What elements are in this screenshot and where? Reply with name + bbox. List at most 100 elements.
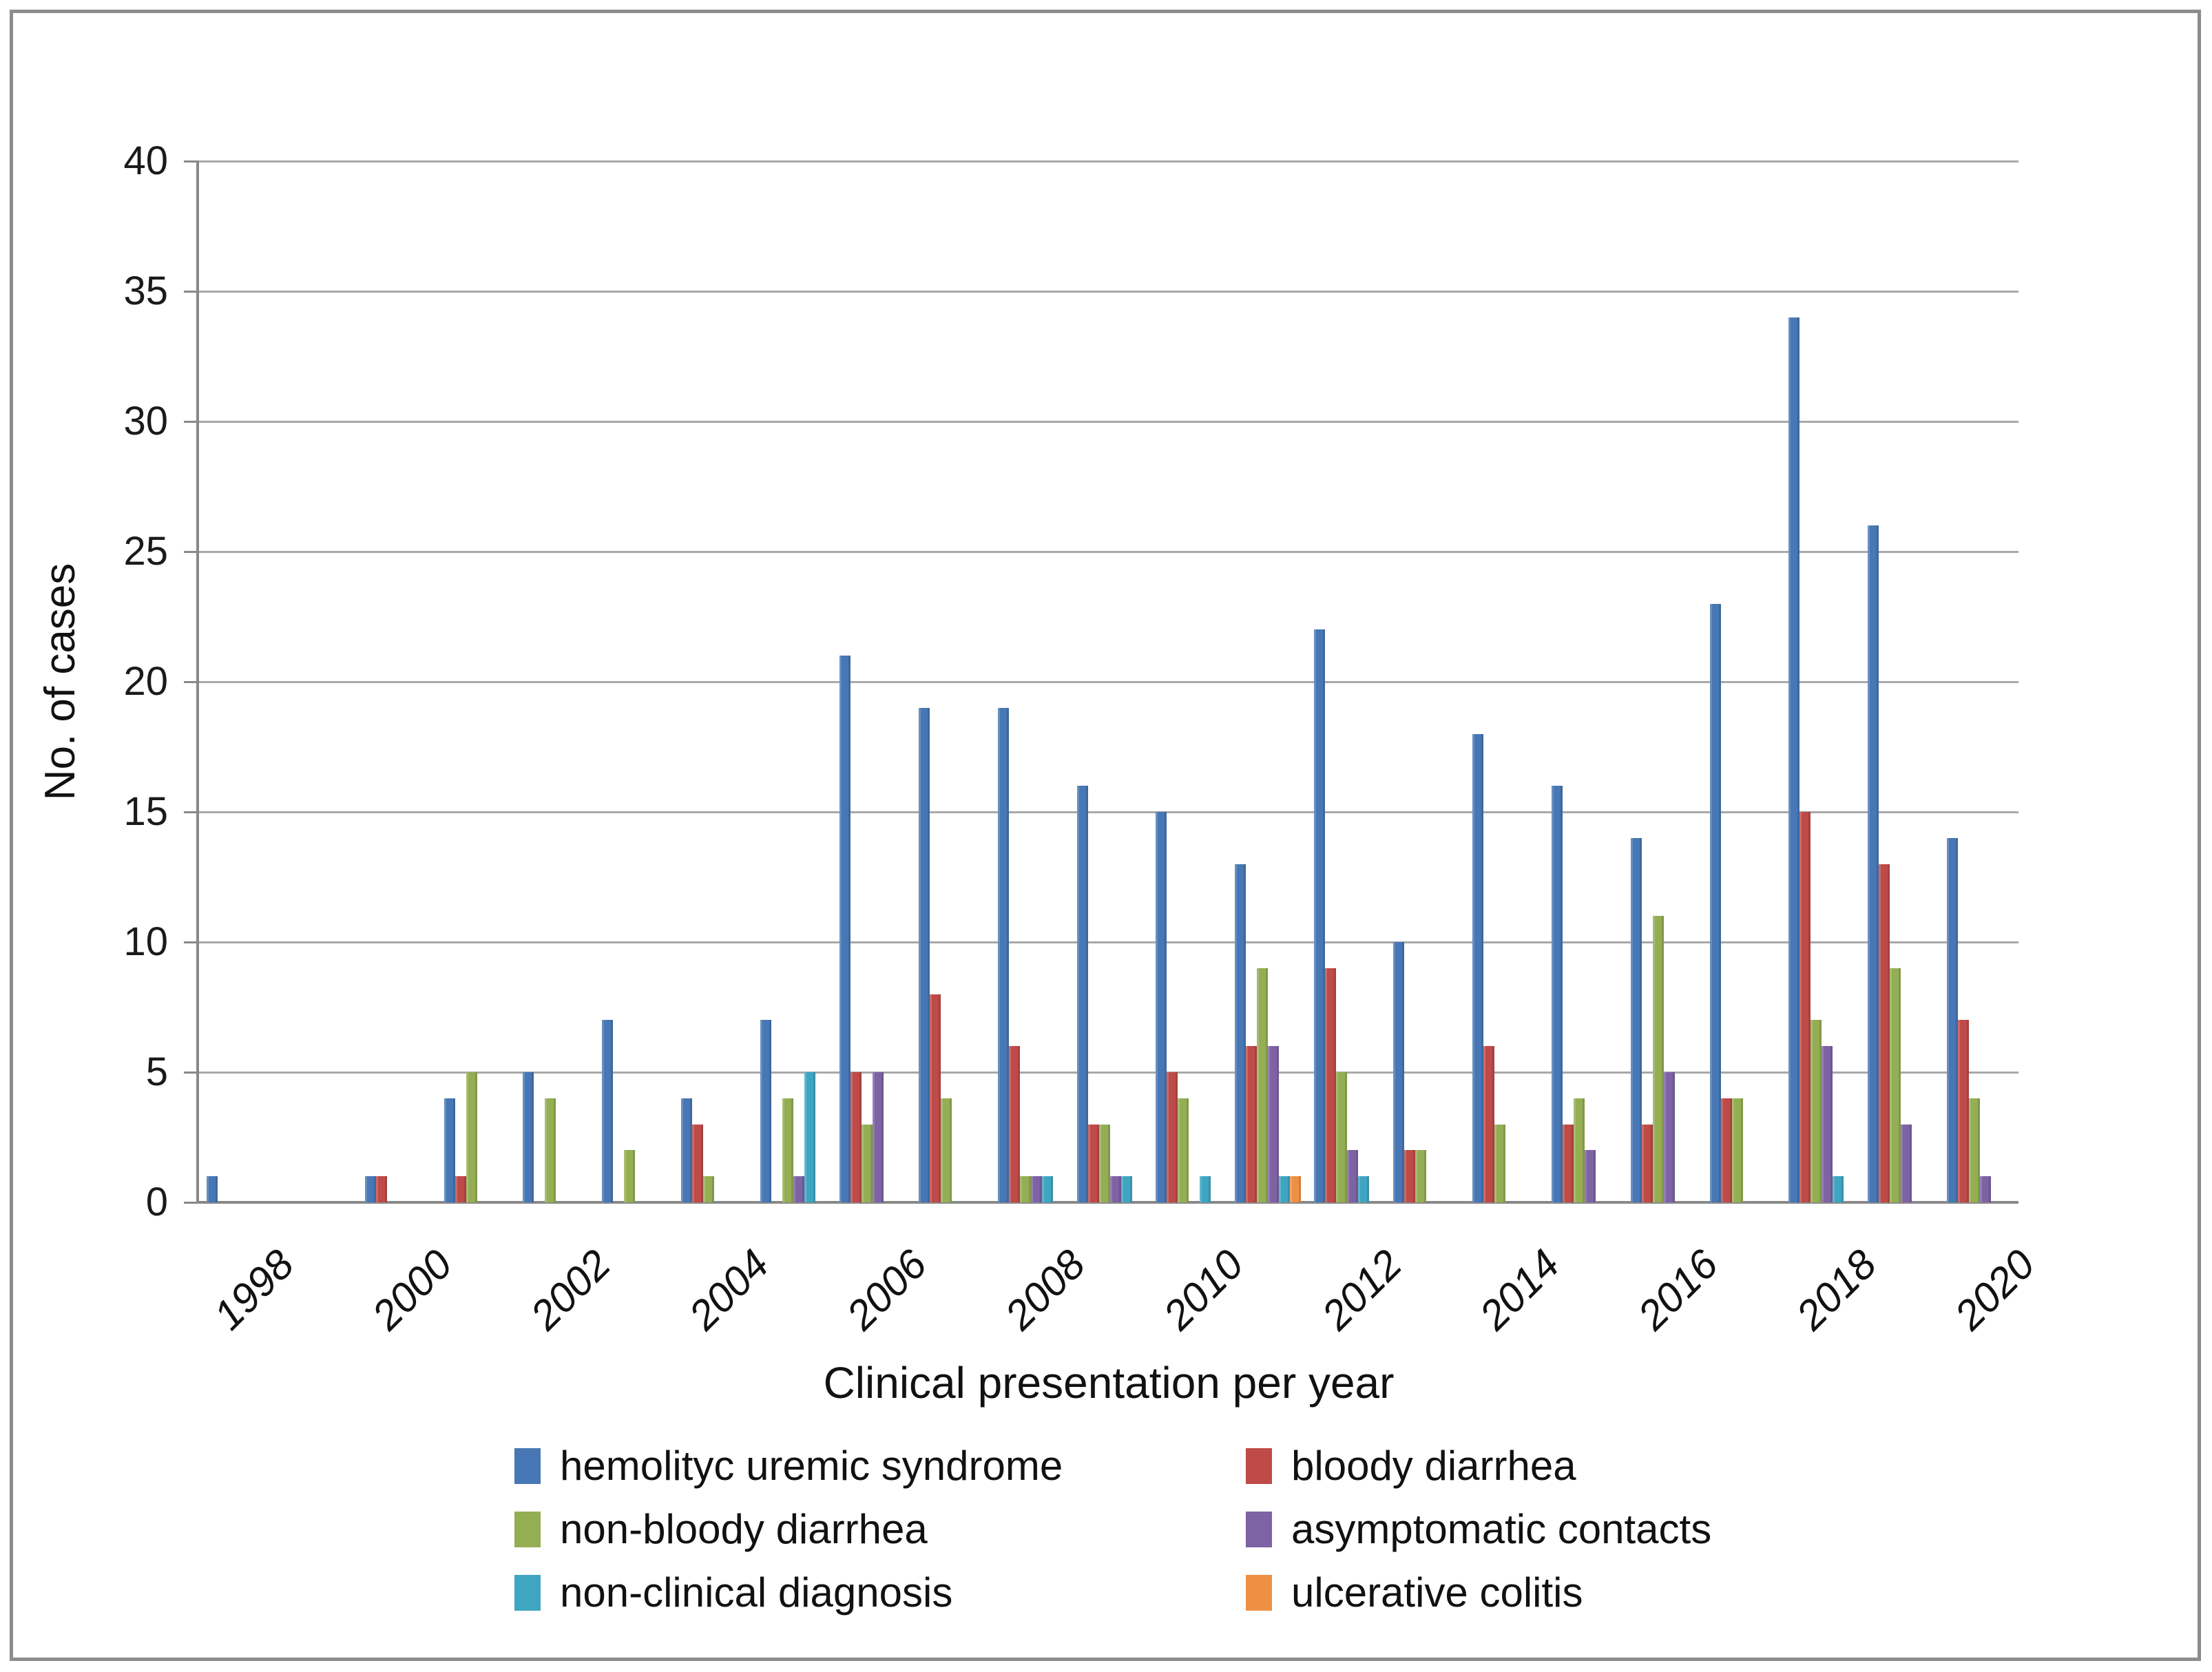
bar-2008-asymptomatic-contacts bbox=[1030, 1176, 1042, 1202]
legend-item-non-bloody-diarrhea: non-bloody diarrhea bbox=[514, 1507, 1246, 1551]
y-tick-20 bbox=[184, 680, 199, 683]
gridline-5 bbox=[199, 1071, 2018, 1074]
bar-2015-bloody-diarrhea bbox=[1562, 1124, 1574, 1202]
y-tick-label-25: 25 bbox=[123, 529, 168, 574]
bar-2009-asymptomatic-contacts bbox=[1109, 1176, 1121, 1202]
bar-2012-non-clinical-diagnosis bbox=[1358, 1176, 1370, 1202]
legend-swatch-icon bbox=[1246, 1512, 1272, 1547]
bar-2005-asymptomatic-contacts bbox=[793, 1176, 805, 1202]
x-tick-label-2016: 2016 bbox=[1629, 1240, 1727, 1339]
y-tick-label-15: 15 bbox=[123, 789, 168, 834]
bar-2017-non-bloody-diarrhea bbox=[1731, 1098, 1743, 1202]
bar-2020-non-bloody-diarrhea bbox=[1969, 1098, 1981, 1202]
y-axis-title: No. of cases bbox=[36, 563, 84, 801]
bar-2004-non-bloody-diarrhea bbox=[703, 1176, 715, 1202]
bar-2015-hemolityc-uremic-syndrome bbox=[1551, 786, 1563, 1202]
legend: hemolityc uremic syndrome bloody diarrhea… bbox=[514, 1444, 1823, 1615]
bar-2003-non-bloody-diarrhea bbox=[624, 1150, 636, 1202]
bar-2018-hemolityc-uremic-syndrome bbox=[1788, 317, 1800, 1202]
bar-2012-hemolityc-uremic-syndrome bbox=[1314, 629, 1326, 1202]
gridline-25 bbox=[199, 550, 2018, 553]
bar-2010-non-bloody-diarrhea bbox=[1178, 1098, 1189, 1202]
legend-swatch-icon bbox=[1246, 1448, 1272, 1484]
legend-item-ulcerative-colitis: ulcerative colitis bbox=[1246, 1571, 1797, 1615]
bar-2019-non-bloody-diarrhea bbox=[1890, 968, 1901, 1202]
legend-swatch-icon bbox=[514, 1575, 541, 1611]
bar-2009-non-bloody-diarrhea bbox=[1098, 1124, 1110, 1202]
bar-2011-hemolityc-uremic-syndrome bbox=[1235, 864, 1246, 1202]
x-tick-label-2000: 2000 bbox=[363, 1240, 461, 1339]
legend-item-non-clinical-diagnosis: non-clinical diagnosis bbox=[514, 1571, 1246, 1615]
legend-label: non-clinical diagnosis bbox=[560, 1569, 953, 1616]
legend-label: ulcerative colitis bbox=[1291, 1569, 1583, 1616]
bar-2013-non-bloody-diarrhea bbox=[1415, 1150, 1427, 1202]
gridline-30 bbox=[199, 420, 2018, 423]
legend-label: non-bloody diarrhea bbox=[560, 1506, 928, 1552]
bar-2011-ulcerative-colitis bbox=[1290, 1176, 1302, 1202]
y-tick-5 bbox=[184, 1071, 199, 1074]
bar-2004-hemolityc-uremic-syndrome bbox=[681, 1098, 693, 1202]
y-tick-25 bbox=[184, 550, 199, 553]
bar-2005-hemolityc-uremic-syndrome bbox=[760, 1020, 772, 1202]
bar-2020-bloody-diarrhea bbox=[1958, 1020, 1970, 1202]
gridline-10 bbox=[199, 941, 2018, 943]
bar-2011-asymptomatic-contacts bbox=[1268, 1046, 1280, 1202]
bar-2009-bloody-diarrhea bbox=[1087, 1124, 1099, 1202]
x-axis-line bbox=[199, 1201, 2018, 1204]
y-tick-label-40: 40 bbox=[123, 138, 168, 183]
bar-2001-bloody-diarrhea bbox=[455, 1176, 466, 1202]
gridline-35 bbox=[199, 290, 2018, 293]
bar-2002-hemolityc-uremic-syndrome bbox=[523, 1072, 534, 1202]
bar-2006-hemolityc-uremic-syndrome bbox=[839, 656, 851, 1202]
bar-2007-non-bloody-diarrhea bbox=[940, 1098, 952, 1202]
x-tick-label-2018: 2018 bbox=[1787, 1240, 1886, 1339]
bar-2008-bloody-diarrhea bbox=[1008, 1046, 1020, 1202]
bar-2011-non-clinical-diagnosis bbox=[1279, 1176, 1291, 1202]
legend-label: bloody diarrhea bbox=[1291, 1443, 1576, 1489]
gridline-20 bbox=[199, 680, 2018, 683]
legend-item-bloody-diarrhea: bloody diarrhea bbox=[1246, 1444, 1797, 1488]
gridline-40 bbox=[199, 160, 2018, 163]
bar-2008-hemolityc-uremic-syndrome bbox=[997, 707, 1009, 1202]
bar-2014-bloody-diarrhea bbox=[1483, 1046, 1494, 1202]
bar-2008-non-clinical-diagnosis bbox=[1041, 1176, 1053, 1202]
bar-2010-hemolityc-uremic-syndrome bbox=[1156, 812, 1167, 1202]
bar-2016-bloody-diarrhea bbox=[1641, 1124, 1653, 1202]
y-tick-10 bbox=[184, 941, 199, 943]
legend-item-hemolityc-uremic-syndrome: hemolityc uremic syndrome bbox=[514, 1444, 1246, 1488]
bar-2006-bloody-diarrhea bbox=[850, 1072, 862, 1202]
bar-2017-bloody-diarrhea bbox=[1720, 1098, 1732, 1202]
legend-swatch-icon bbox=[514, 1512, 541, 1547]
legend-swatch-icon bbox=[514, 1448, 541, 1484]
bar-2015-asymptomatic-contacts bbox=[1584, 1150, 1596, 1202]
bar-2000-hemolityc-uremic-syndrome bbox=[364, 1176, 376, 1202]
chart-outer-border: 0 5 10 15 20 25 30 35 40 1998 2000 2002 2004 2006 2008… bbox=[10, 10, 2201, 1661]
bar-2011-non-bloody-diarrhea bbox=[1257, 968, 1269, 1202]
bar-2014-non-bloody-diarrhea bbox=[1494, 1124, 1505, 1202]
bar-2013-bloody-diarrhea bbox=[1404, 1150, 1416, 1202]
y-tick-35 bbox=[184, 290, 199, 293]
bar-2020-hemolityc-uremic-syndrome bbox=[1947, 837, 1959, 1202]
y-tick-label-35: 35 bbox=[123, 269, 168, 313]
y-tick-0 bbox=[184, 1201, 199, 1204]
bar-2016-non-bloody-diarrhea bbox=[1652, 916, 1664, 1202]
legend-label: hemolityc uremic syndrome bbox=[560, 1443, 1063, 1489]
bar-2011-bloody-diarrhea bbox=[1246, 1046, 1258, 1202]
x-axis-title: Clinical presentation per year bbox=[823, 1358, 1395, 1408]
bar-2005-non-bloody-diarrhea bbox=[782, 1098, 794, 1202]
legend-swatch-icon bbox=[1246, 1575, 1272, 1611]
bar-2012-non-bloody-diarrhea bbox=[1336, 1072, 1348, 1202]
y-tick-label-20: 20 bbox=[123, 659, 168, 704]
x-tick-label-2004: 2004 bbox=[680, 1240, 778, 1339]
bar-2003-hemolityc-uremic-syndrome bbox=[602, 1020, 614, 1202]
bar-2005-non-clinical-diagnosis bbox=[804, 1072, 816, 1202]
bar-2013-hemolityc-uremic-syndrome bbox=[1393, 942, 1405, 1202]
bar-2019-bloody-diarrhea bbox=[1879, 864, 1890, 1202]
bar-2019-hemolityc-uremic-syndrome bbox=[1868, 525, 1879, 1202]
bar-2012-asymptomatic-contacts bbox=[1347, 1150, 1359, 1202]
plot-area: 0 5 10 15 20 25 30 35 40 1998 2000 2002 2004 2006 2008… bbox=[123, 141, 2043, 1339]
bar-2016-asymptomatic-contacts bbox=[1663, 1072, 1675, 1202]
bar-2009-non-clinical-diagnosis bbox=[1120, 1176, 1132, 1202]
y-tick-label-30: 30 bbox=[123, 399, 168, 443]
